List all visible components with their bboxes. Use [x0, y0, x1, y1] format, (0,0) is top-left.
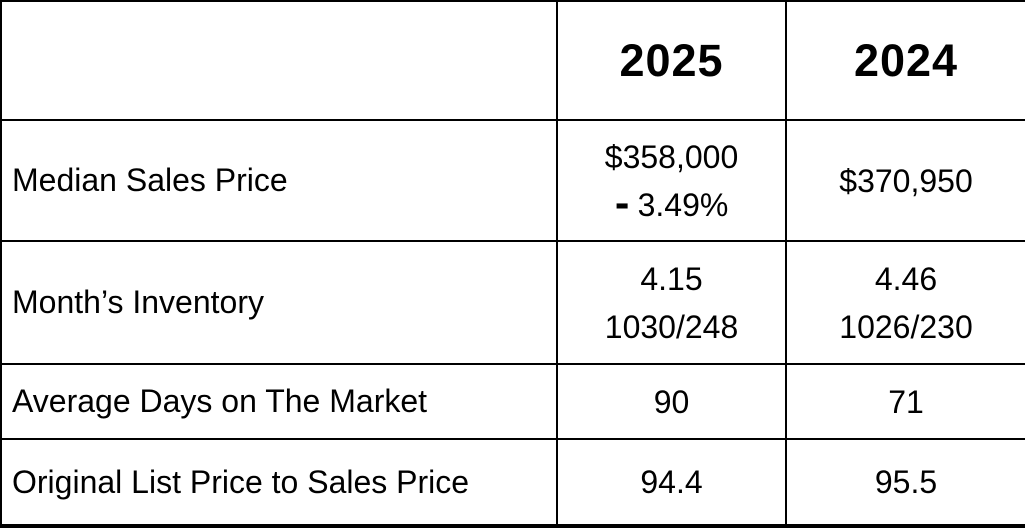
- table-row-months-inventory: Month’s Inventory 4.15 1030/248 4.46 102…: [0, 240, 1025, 365]
- table-row-list-price-to-sales-price: Original List Price to Sales Price 94.4 …: [0, 438, 1025, 527]
- cell-list-to-sales-2024: 95.5: [785, 438, 1025, 527]
- value-line: 4.46: [874, 260, 938, 297]
- cell-months-inventory-2025: 4.15 1030/248: [556, 240, 787, 365]
- value-line: 1026/230: [839, 308, 973, 345]
- value-line: 94.4: [640, 464, 703, 500]
- cell-months-inventory-2024: 4.46 1026/230: [785, 240, 1025, 365]
- cell-median-sales-price-2024: $370,950: [785, 119, 1025, 242]
- value-line: $370,950: [839, 162, 973, 199]
- value-line: 90: [653, 383, 690, 420]
- row-label-list-price-to-sales-price: Original List Price to Sales Price: [0, 438, 558, 527]
- header-2025: 2025: [556, 0, 787, 121]
- cell-average-days-2025: 90: [556, 363, 787, 440]
- row-label-months-inventory: Month’s Inventory: [0, 240, 558, 365]
- cell-list-to-sales-2025: 94.4: [556, 438, 787, 527]
- value-line: 4.15: [640, 260, 703, 297]
- value-change-line: -3.49%: [559, 181, 784, 229]
- header-blank-cell: [0, 0, 558, 121]
- table-row-median-sales-price: Median Sales Price $358,000 -3.49% $370,…: [0, 119, 1025, 242]
- row-label-median-sales-price: Median Sales Price: [0, 119, 558, 242]
- change-percent: 3.49%: [637, 186, 729, 223]
- header-row: 2025 2024: [0, 0, 1025, 121]
- cell-average-days-2024: 71: [785, 363, 1025, 440]
- value-line: 71: [888, 383, 924, 420]
- value-line: 95.5: [874, 464, 938, 500]
- row-label-average-days-on-market: Average Days on The Market: [0, 363, 558, 440]
- header-2024: 2024: [785, 0, 1025, 121]
- value-line: $358,000: [604, 138, 739, 175]
- value-line: 1030/248: [604, 308, 739, 345]
- negative-sign: -: [614, 183, 630, 225]
- table-row-average-days-on-market: Average Days on The Market 90 71: [0, 363, 1025, 440]
- cell-median-sales-price-2025: $358,000 -3.49%: [556, 119, 787, 242]
